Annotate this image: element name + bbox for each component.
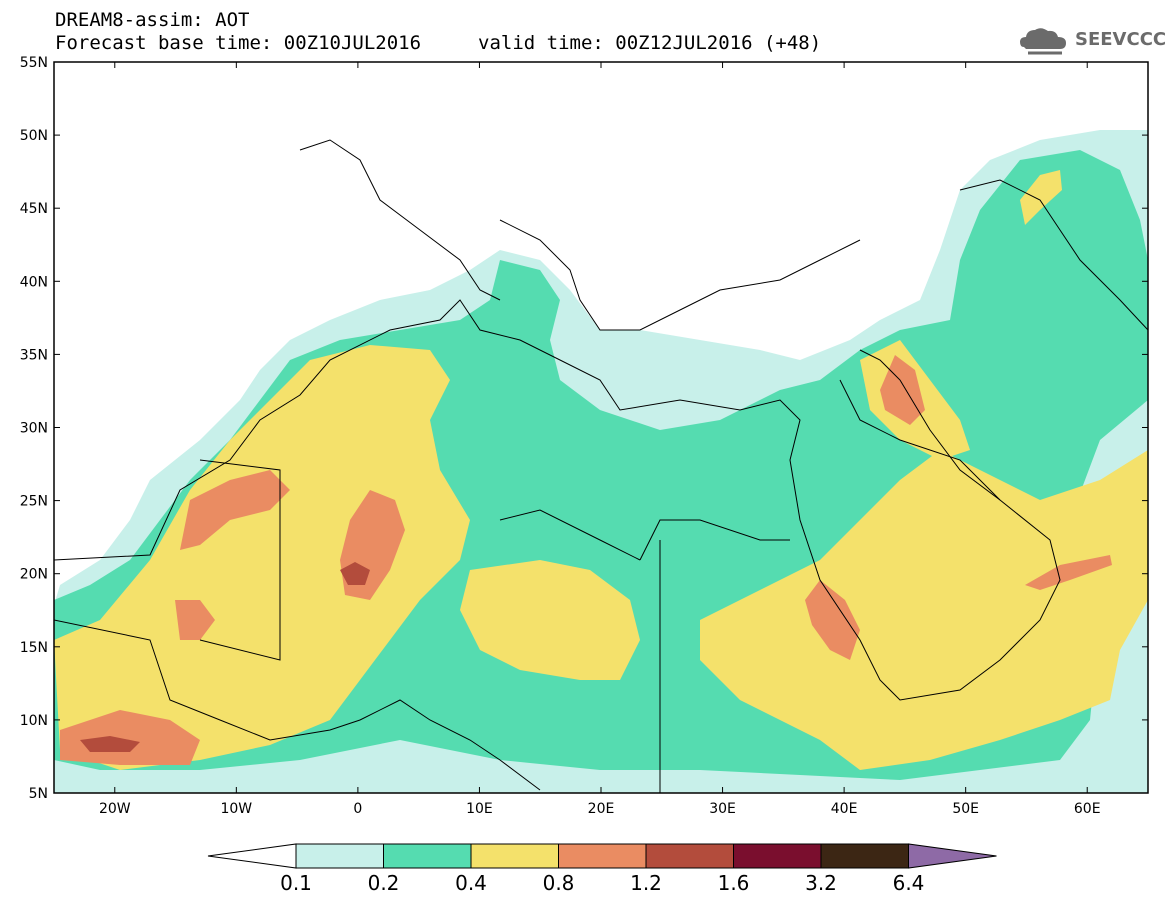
colorbar-label: 3.2 — [805, 871, 837, 895]
lon-axis: 20W 10W 0 10E 20E 30E 40E 50E 60E — [99, 62, 1101, 817]
colorbar-segment — [383, 843, 472, 869]
lon-tick-label: 40E — [831, 801, 858, 817]
aot-band-1.2a — [80, 736, 140, 752]
colorbar-segment — [470, 843, 559, 869]
aot-band-1.2b — [340, 562, 370, 585]
colorbar-label: 6.4 — [893, 871, 925, 895]
lat-tick-label: 35N — [20, 347, 48, 363]
cloud-icon — [1020, 28, 1066, 55]
colorbar-min-arrow — [207, 843, 297, 869]
colorbar-label: 1.2 — [630, 871, 662, 895]
lon-tick-label: 30E — [709, 801, 736, 817]
colorbar-label: 0.2 — [368, 871, 400, 895]
aot-field — [54, 130, 1148, 793]
map-title: DREAM8-assim: AOT — [55, 9, 250, 31]
colorbar-label: 1.6 — [718, 871, 750, 895]
lon-tick-label: 0 — [353, 801, 362, 817]
lat-tick-label: 15N — [20, 640, 48, 656]
lat-tick-label: 5N — [29, 786, 48, 802]
colorbar-segment — [733, 843, 822, 869]
logo-text: SEEVCCC — [1075, 29, 1165, 50]
aot-band-0.8d — [880, 355, 925, 425]
lat-tick-label: 40N — [20, 274, 48, 290]
coastlines — [54, 139, 1148, 793]
lat-tick-label: 50N — [20, 128, 48, 144]
lat-tick-label: 30N — [20, 421, 48, 437]
lat-tick-label: 55N — [20, 55, 48, 71]
colorbar-label: 0.4 — [455, 871, 487, 895]
lon-tick-label: 60E — [1074, 801, 1101, 817]
aot-band-0.8e — [1025, 555, 1112, 590]
lon-tick-label: 10W — [220, 801, 252, 817]
valid-time: valid time: 00Z12JUL2016 (+48) — [478, 32, 822, 54]
lat-axis: 55N 50N 45N 40N 35N 30N 25N 20N 15N 10N 5N — [20, 55, 1148, 802]
lat-tick-label: 10N — [20, 713, 48, 729]
lon-tick-label: 50E — [952, 801, 979, 817]
colorbar-segment — [295, 843, 384, 869]
lat-tick-label: 45N — [20, 201, 48, 217]
lon-tick-label: 20W — [99, 801, 131, 817]
lat-tick-label: 20N — [20, 567, 48, 583]
colorbar-segment — [558, 843, 647, 869]
colorbar: 0.1 0.2 0.4 0.8 1.2 1.6 3.2 6.4 — [207, 843, 997, 895]
aot-band-0.4b — [460, 560, 640, 680]
colorbar-segment — [820, 843, 909, 869]
aot-band-0.8a — [180, 470, 290, 550]
aot-band-0.8f — [805, 580, 860, 660]
lon-tick-label: 20E — [588, 801, 615, 817]
colorbar-segment — [645, 843, 734, 869]
forecast-base-time: Forecast base time: 00Z10JUL2016 — [55, 32, 422, 54]
aot-band-0.4e — [1020, 170, 1062, 225]
colorbar-max-arrow — [908, 843, 997, 869]
lat-tick-label: 25N — [20, 494, 48, 510]
lon-tick-label: 10E — [466, 801, 493, 817]
colorbar-label: 0.1 — [280, 871, 312, 895]
aot-band-0.8g — [175, 600, 215, 640]
colorbar-label: 0.8 — [543, 871, 575, 895]
aot-band-0.4c — [700, 450, 1148, 770]
